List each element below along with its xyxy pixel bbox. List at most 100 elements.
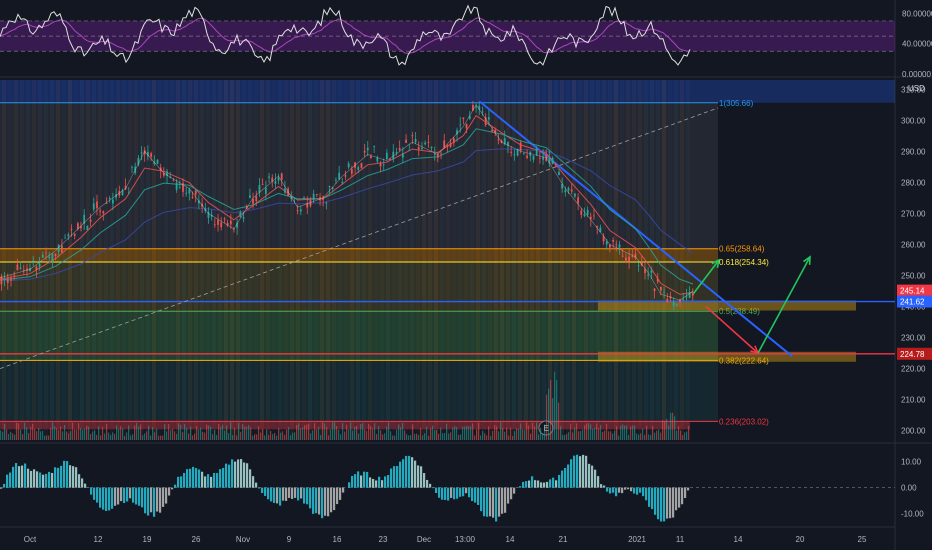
candle-body bbox=[22, 269, 25, 271]
volume-bar bbox=[46, 435, 48, 440]
volume-bar bbox=[350, 422, 352, 440]
oscillator-bar bbox=[522, 481, 525, 488]
candle-body bbox=[73, 233, 76, 236]
price-tick-label: 230.00 bbox=[901, 334, 926, 343]
oscillator-bar bbox=[306, 487, 309, 505]
candle-body bbox=[628, 256, 631, 262]
oscillator-bar bbox=[177, 476, 180, 488]
volume-bar bbox=[410, 435, 412, 440]
volume-tint-column bbox=[20, 80, 24, 440]
volume-bar bbox=[106, 423, 108, 440]
volume-tint-column bbox=[440, 80, 444, 440]
volume-bar bbox=[212, 434, 214, 440]
volume-tint-column bbox=[350, 80, 354, 440]
oscillator-tick-label: 10.00 bbox=[901, 458, 922, 467]
candle-body bbox=[472, 104, 474, 111]
oscillator-bar bbox=[549, 479, 552, 488]
volume-bar bbox=[308, 423, 310, 440]
candle-body bbox=[344, 175, 347, 177]
oscillator-bar bbox=[162, 487, 165, 507]
volume-bar bbox=[632, 425, 634, 440]
volume-bar bbox=[294, 432, 296, 440]
candle-body bbox=[593, 215, 595, 217]
volume-bar bbox=[610, 431, 612, 440]
oscillator-bar bbox=[213, 472, 216, 488]
time-tick-label: Nov bbox=[236, 535, 250, 544]
volume-bar bbox=[306, 424, 308, 440]
volume-tint-column bbox=[56, 80, 60, 440]
volume-bar bbox=[578, 431, 580, 440]
volume-tint-column bbox=[422, 80, 426, 440]
oscillator-bar bbox=[99, 487, 102, 508]
oscillator-bar bbox=[36, 471, 39, 488]
candle-body bbox=[242, 217, 245, 219]
volume-bar bbox=[322, 422, 324, 440]
volume-tint-column bbox=[194, 80, 198, 440]
candle-body bbox=[561, 183, 564, 189]
volume-bar bbox=[526, 422, 528, 440]
volume-bar bbox=[52, 422, 54, 440]
oscillator-bar bbox=[480, 487, 483, 512]
oscillator-bar bbox=[444, 487, 447, 501]
volume-bar bbox=[156, 428, 158, 440]
volume-bar bbox=[658, 429, 660, 440]
oscillator-bar bbox=[360, 475, 363, 488]
candle-body bbox=[217, 219, 219, 225]
volume-tint-column bbox=[488, 80, 492, 440]
volume-tint-column bbox=[614, 80, 618, 440]
volume-bar bbox=[128, 425, 130, 440]
candle-body bbox=[51, 254, 54, 261]
candle-body bbox=[424, 142, 427, 145]
oscillator-bar bbox=[630, 487, 633, 492]
volume-bar bbox=[464, 426, 466, 440]
oscillator-bar bbox=[348, 482, 351, 488]
oscillator-bar bbox=[171, 487, 174, 490]
volume-tint-column bbox=[254, 80, 258, 440]
candle-body bbox=[64, 237, 66, 239]
oscillator-bar bbox=[501, 487, 504, 514]
volume-bar bbox=[402, 422, 404, 440]
volume-bar bbox=[604, 430, 606, 440]
volume-tint-column bbox=[206, 80, 210, 440]
candle-body bbox=[548, 157, 551, 164]
oscillator-bar bbox=[78, 474, 81, 488]
volume-bar bbox=[422, 435, 424, 440]
oscillator-bar bbox=[504, 487, 507, 513]
volume-tint-column bbox=[74, 80, 78, 440]
volume-bar bbox=[408, 435, 410, 440]
volume-tint-column bbox=[98, 80, 102, 440]
volume-tint-column bbox=[464, 80, 468, 440]
volume-bar bbox=[484, 433, 486, 440]
volume-bar bbox=[670, 413, 672, 440]
volume-bar bbox=[366, 430, 368, 440]
volume-tint-column bbox=[482, 80, 486, 440]
volume-bar bbox=[394, 435, 396, 440]
volume-tint-column bbox=[128, 80, 132, 440]
volume-bar bbox=[12, 433, 14, 440]
oscillator-bar bbox=[0, 487, 3, 489]
candle-body bbox=[239, 211, 242, 217]
volume-bar bbox=[676, 430, 678, 440]
oscillator-bar bbox=[567, 464, 570, 488]
candle-body bbox=[382, 164, 385, 166]
candle-body bbox=[675, 304, 678, 306]
volume-tint-column bbox=[266, 80, 270, 440]
candle-body bbox=[303, 197, 305, 199]
oscillator-bar bbox=[459, 487, 462, 497]
volume-bar bbox=[458, 434, 460, 440]
volume-bar bbox=[222, 424, 224, 440]
oscillator-bar bbox=[654, 487, 657, 515]
volume-bar bbox=[192, 435, 194, 440]
volume-tint-column bbox=[38, 80, 42, 440]
oscillator-bar bbox=[678, 487, 681, 508]
oscillator-bar bbox=[363, 471, 366, 488]
candle-body bbox=[96, 201, 98, 209]
volume-bar bbox=[278, 428, 280, 440]
fib-level-label: 0.382(222.64) bbox=[719, 356, 769, 365]
rsi-line bbox=[0, 4, 691, 66]
time-tick-label: 12 bbox=[94, 535, 103, 544]
oscillator-bar bbox=[546, 481, 549, 488]
oscillator-bar bbox=[573, 455, 576, 488]
volume-bar bbox=[620, 425, 622, 440]
